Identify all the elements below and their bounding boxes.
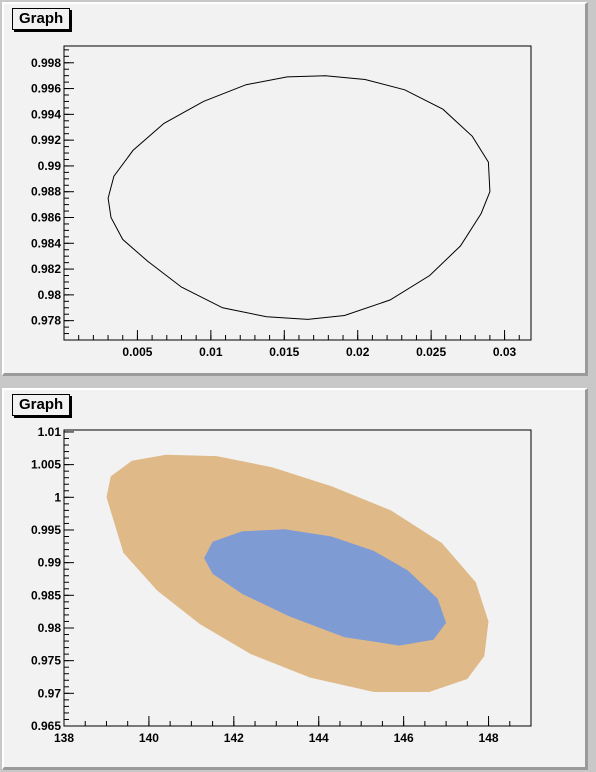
x-tick-label: 0.015 <box>269 345 299 359</box>
y-tick-label: 0.99 <box>38 159 62 173</box>
y-tick-label: 0.965 <box>31 719 61 733</box>
y-tick-label: 0.982 <box>31 262 61 276</box>
x-tick-label: 142 <box>224 731 244 745</box>
y-tick-label: 0.985 <box>31 588 61 602</box>
x-tick-label: 146 <box>394 731 414 745</box>
chart-title-bottom: Graph <box>12 394 71 416</box>
chart-svg-top: 0.005 0.01 0.015 0.02 0.025 0.03 0.978 0.98 0.98… <box>31 45 532 359</box>
x-tick-label: 144 <box>309 731 329 745</box>
y-tick-label: 0.99 <box>38 556 62 570</box>
y-tick-label: 0.996 <box>31 82 61 96</box>
x-tick-label: 138 <box>54 731 74 745</box>
y-tick-label: 0.978 <box>31 314 61 328</box>
y-tick-label: 0.98 <box>38 288 62 302</box>
chart-panel-bottom: Graph 138 140 142 144 146 148 0.965 0.97 0.975 0.… <box>2 388 588 770</box>
x-tick-label: 0.005 <box>122 345 152 359</box>
contour-inner <box>204 529 447 646</box>
y-tick-label: 1.005 <box>31 458 61 472</box>
y-tick-label: 0.984 <box>31 236 61 250</box>
y-tick-label: 0.975 <box>31 654 61 668</box>
chart-svg-bottom: 138 140 142 144 146 148 0.965 0.97 0.975 0.98 0.98… <box>31 425 532 745</box>
y-tick-label: 1.01 <box>38 425 62 439</box>
y-tick-label: 0.998 <box>31 56 61 70</box>
chart-panel-top: Graph 0.005 0.01 0.015 0.02 0.025 0.03 0.978 0.… <box>2 2 588 376</box>
x-tick-label: 0.025 <box>416 345 446 359</box>
y-tick-label: 0.986 <box>31 211 61 225</box>
x-tick-label: 0.03 <box>493 345 517 359</box>
x-tick-label: 0.01 <box>199 345 223 359</box>
y-tick-label: 0.98 <box>38 621 62 635</box>
chart-title-top: Graph <box>12 8 71 30</box>
y-tick-label: 0.994 <box>31 107 61 121</box>
y-tick-label: 0.97 <box>38 686 62 700</box>
plot-frame <box>63 45 532 341</box>
x-tick-label: 140 <box>139 731 159 745</box>
y-tick-label: 0.995 <box>31 523 61 537</box>
contour-line <box>107 75 491 320</box>
y-tick-label: 0.992 <box>31 133 61 147</box>
x-tick-label: 148 <box>479 731 499 745</box>
y-tick-label: 1 <box>54 490 61 504</box>
y-tick-label: 0.988 <box>31 185 61 199</box>
x-tick-label: 0.02 <box>346 345 370 359</box>
